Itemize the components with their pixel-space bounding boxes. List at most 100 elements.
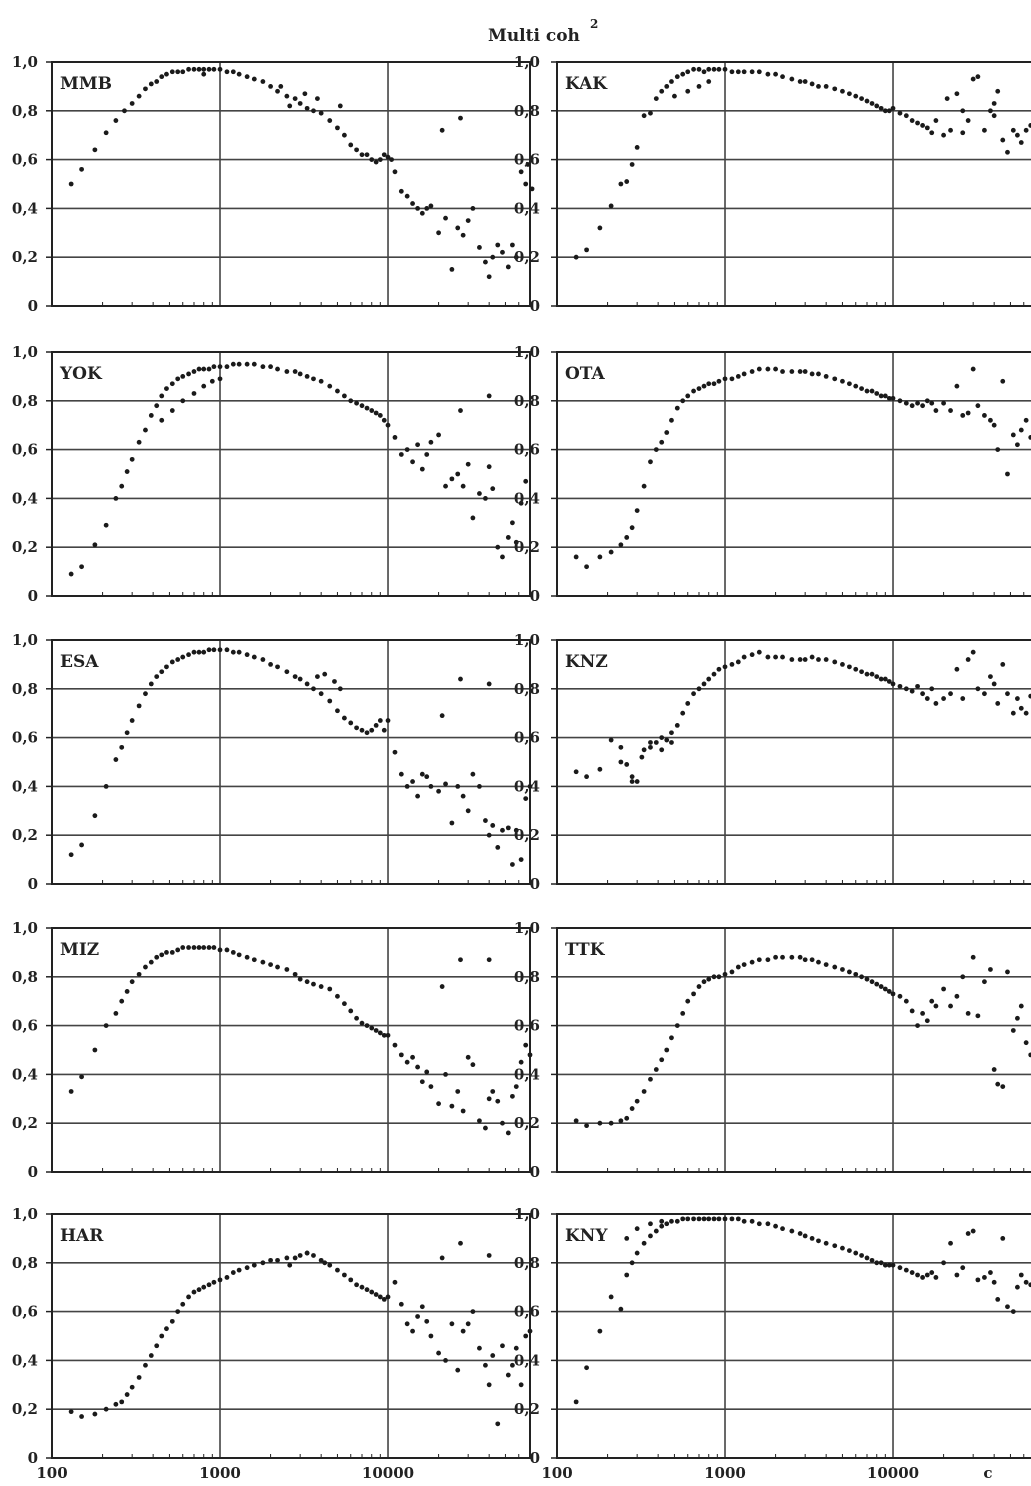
data-point [191, 391, 197, 396]
data-point [449, 1103, 455, 1109]
data-point [377, 718, 383, 723]
data-point [722, 66, 728, 72]
data-point [79, 1414, 84, 1419]
data-point [392, 749, 398, 755]
data-point [92, 1411, 98, 1417]
data-point [377, 413, 383, 418]
data-point [495, 544, 501, 550]
data-point [206, 945, 212, 950]
data-point [741, 1218, 747, 1224]
data-point [869, 101, 875, 106]
data-point [846, 969, 852, 975]
data-point [318, 378, 324, 384]
data-point [304, 1250, 310, 1256]
y-tick-label: 0,2 [514, 538, 540, 556]
data-point [756, 649, 762, 655]
data-point [1015, 696, 1020, 701]
data-point [988, 967, 993, 972]
data-point [335, 993, 340, 999]
data-point [648, 459, 653, 465]
data-point [449, 476, 455, 482]
data-point [103, 522, 109, 528]
panel-mmb: 0 0,2 0,4 0,6 0,8 1,0 MMB [12, 53, 535, 315]
data-point [377, 1030, 383, 1036]
data-point [903, 686, 909, 692]
data-point [597, 554, 603, 560]
data-point [415, 793, 421, 799]
data-point [275, 1257, 280, 1263]
data-point [68, 571, 74, 577]
data-point [143, 964, 148, 970]
data-point [608, 203, 614, 209]
data-point [749, 1218, 755, 1224]
data-point [716, 1216, 722, 1222]
y-tick-label: 0,8 [12, 102, 38, 120]
data-point [148, 413, 154, 418]
data-point [597, 1328, 603, 1334]
data-point [680, 1216, 686, 1222]
data-point [965, 1231, 971, 1236]
data-point [410, 779, 415, 784]
data-point [991, 422, 997, 428]
data-point [653, 96, 659, 101]
data-point [373, 1292, 379, 1297]
data-point [458, 408, 463, 413]
data-point [874, 103, 880, 109]
data-point [495, 845, 501, 850]
data-point [513, 1084, 519, 1089]
data-point [573, 254, 579, 260]
panel-frame [51, 927, 531, 1173]
data-point [348, 1008, 354, 1014]
data-point [354, 400, 359, 406]
data-point [304, 105, 310, 111]
data-point [864, 976, 870, 982]
data-point [809, 371, 815, 377]
data-point [722, 376, 728, 382]
data-point [915, 1023, 920, 1028]
data-point [122, 108, 127, 114]
data-point [260, 959, 266, 965]
data-point [415, 1064, 421, 1070]
data-point [933, 408, 939, 413]
data-point [369, 408, 375, 413]
data-point [180, 1301, 186, 1307]
data-point [389, 157, 394, 163]
data-point [460, 1108, 466, 1114]
data-point [392, 435, 398, 440]
data-point [424, 452, 430, 457]
data-point [268, 962, 273, 967]
data-point [490, 823, 496, 828]
data-point [315, 96, 320, 101]
data-point [513, 254, 519, 260]
data-point [159, 669, 165, 675]
data-point [322, 1260, 328, 1266]
data-point [948, 408, 953, 413]
data-point [897, 110, 903, 116]
panel-label: MIZ [60, 940, 99, 960]
data-point [706, 1216, 712, 1222]
data-point [929, 686, 935, 692]
data-point [490, 486, 496, 492]
data-point [1000, 1236, 1006, 1241]
data-point [186, 371, 191, 377]
data-point [206, 366, 212, 372]
data-point [874, 981, 880, 987]
data-point [92, 813, 98, 819]
data-point [995, 447, 1001, 452]
y-tick-label: 0 [28, 875, 38, 893]
data-point [909, 1008, 915, 1014]
data-point [970, 649, 976, 655]
data-point [648, 110, 653, 116]
data-point [735, 659, 741, 665]
data-point [392, 169, 398, 175]
data-point [518, 500, 524, 506]
panel-label: KNZ [565, 652, 608, 672]
data-point [398, 771, 404, 777]
data-point [982, 979, 987, 985]
data-point [217, 364, 223, 370]
data-point [523, 181, 529, 187]
data-point [169, 1318, 175, 1324]
data-point [648, 744, 653, 750]
data-point [909, 403, 915, 409]
panel-label: HAR [60, 1226, 104, 1246]
